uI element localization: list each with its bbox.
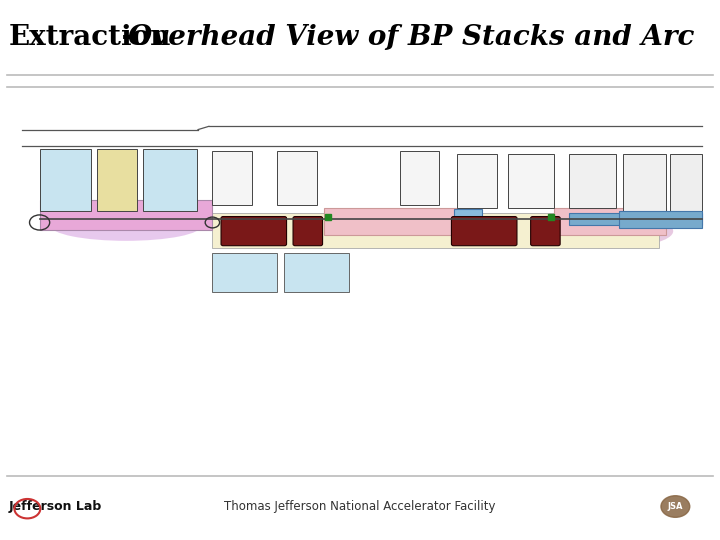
Text: Overhead View of BP Stacks and Arc: Overhead View of BP Stacks and Arc <box>128 24 695 51</box>
Ellipse shape <box>356 216 457 246</box>
FancyBboxPatch shape <box>40 148 91 211</box>
FancyBboxPatch shape <box>293 217 323 246</box>
FancyBboxPatch shape <box>277 151 317 205</box>
Text: -: - <box>112 24 143 51</box>
FancyBboxPatch shape <box>212 213 659 248</box>
FancyBboxPatch shape <box>531 217 560 246</box>
FancyBboxPatch shape <box>284 253 349 292</box>
FancyBboxPatch shape <box>670 154 702 211</box>
FancyBboxPatch shape <box>97 148 137 211</box>
FancyBboxPatch shape <box>457 154 497 208</box>
Ellipse shape <box>544 214 673 248</box>
FancyBboxPatch shape <box>400 151 439 205</box>
FancyBboxPatch shape <box>554 208 666 235</box>
FancyBboxPatch shape <box>324 208 479 235</box>
FancyBboxPatch shape <box>569 154 616 208</box>
FancyBboxPatch shape <box>221 217 287 246</box>
FancyBboxPatch shape <box>40 200 212 230</box>
Text: Thomas Jefferson National Accelerator Facility: Thomas Jefferson National Accelerator Fa… <box>224 500 496 513</box>
FancyBboxPatch shape <box>508 154 554 208</box>
Text: Extraction: Extraction <box>9 24 171 51</box>
FancyBboxPatch shape <box>212 253 277 292</box>
Ellipse shape <box>50 211 202 241</box>
FancyBboxPatch shape <box>143 148 197 211</box>
FancyBboxPatch shape <box>451 217 517 246</box>
FancyBboxPatch shape <box>569 213 702 225</box>
FancyBboxPatch shape <box>454 209 482 228</box>
Circle shape <box>661 496 690 517</box>
Text: Jefferson Lab: Jefferson Lab <box>9 500 102 513</box>
FancyBboxPatch shape <box>212 151 252 205</box>
FancyBboxPatch shape <box>623 154 666 211</box>
FancyBboxPatch shape <box>619 211 702 228</box>
Text: JSA: JSA <box>667 502 683 511</box>
